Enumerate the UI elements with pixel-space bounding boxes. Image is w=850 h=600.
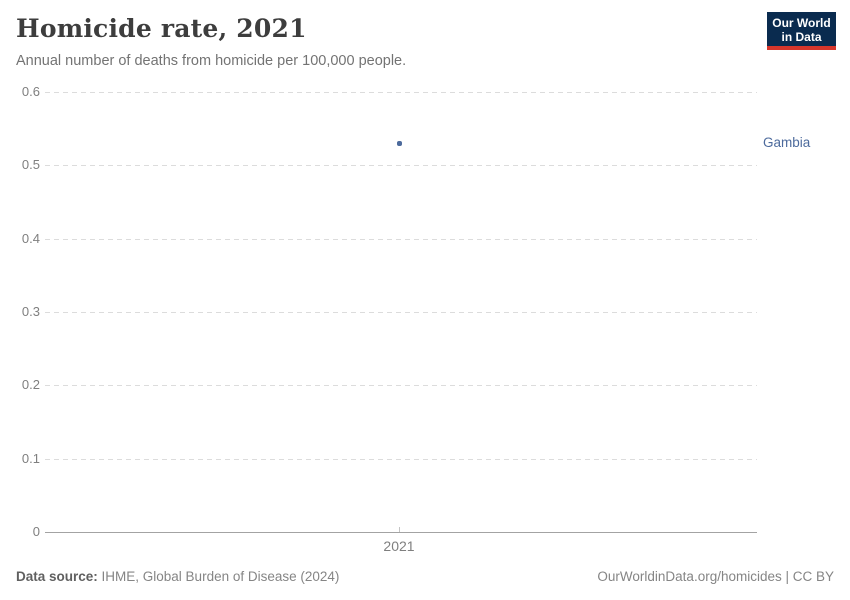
y-gridline <box>45 92 757 93</box>
y-gridline <box>45 165 757 166</box>
x-tick-label: 2021 <box>383 538 415 554</box>
y-gridline <box>45 312 757 313</box>
owid-logo[interactable]: Our World in Data <box>767 12 836 50</box>
page-title: Homicide rate, 2021 <box>16 14 307 43</box>
entity-label-gambia[interactable]: Gambia <box>763 135 811 151</box>
y-tick-label: 0.5 <box>21 157 40 172</box>
data-source-note: Data source: IHME, Global Burden of Dise… <box>16 569 339 584</box>
data-source-label: Data source: <box>16 569 98 584</box>
y-tick-label: 0.2 <box>21 377 40 392</box>
credit-link[interactable]: OurWorldinData.org/homicides | CC BY <box>597 569 834 584</box>
owid-logo-line1: Our World <box>772 16 831 30</box>
chart-footer: Data source: IHME, Global Burden of Dise… <box>16 569 834 584</box>
data-point-gambia[interactable] <box>396 140 402 146</box>
data-source-text: IHME, Global Burden of Disease (2024) <box>97 569 340 584</box>
y-tick-label: 0.4 <box>21 231 40 246</box>
x-axis-line <box>45 532 757 533</box>
owid-logo-line2: in Data <box>781 30 822 44</box>
y-gridline <box>45 385 757 386</box>
y-tick-label: 0 <box>32 524 40 539</box>
y-tick-label: 0.6 <box>21 84 40 99</box>
page-subtitle: Annual number of deaths from homicide pe… <box>16 53 407 69</box>
y-tick-label: 0.1 <box>21 451 40 466</box>
y-gridline <box>45 239 757 240</box>
x-tick <box>399 527 400 532</box>
y-tick-label: 0.3 <box>21 304 40 319</box>
y-gridline <box>45 459 757 460</box>
